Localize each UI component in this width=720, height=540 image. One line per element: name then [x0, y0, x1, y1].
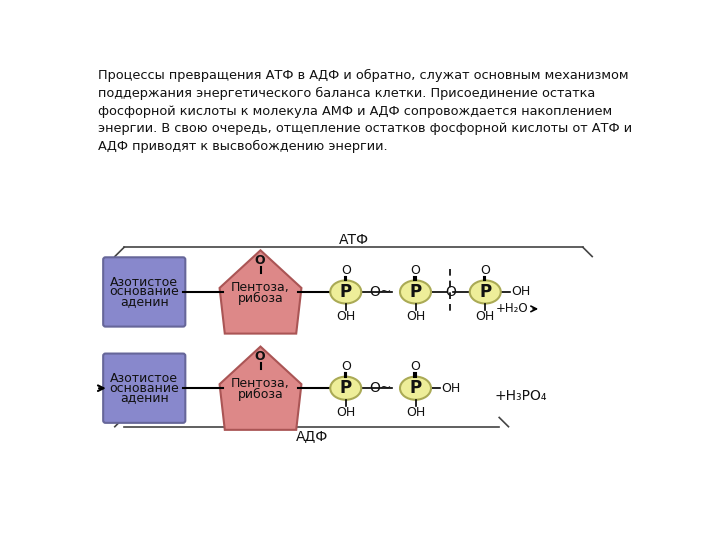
Ellipse shape	[469, 280, 500, 303]
Text: OH: OH	[406, 406, 425, 420]
Text: P: P	[340, 379, 352, 397]
Text: +H₂O: +H₂O	[495, 302, 528, 315]
Text: O: O	[445, 285, 456, 299]
Text: OH: OH	[336, 310, 356, 323]
Text: OH: OH	[476, 310, 495, 323]
Text: основание: основание	[109, 382, 179, 395]
Text: O: O	[254, 350, 265, 363]
Text: P: P	[410, 379, 422, 397]
Polygon shape	[220, 347, 302, 430]
Text: аденин: аденин	[120, 295, 168, 308]
Text: O: O	[410, 360, 420, 373]
Text: АДФ: АДФ	[295, 429, 328, 443]
Text: OH: OH	[406, 310, 425, 323]
Text: O~: O~	[369, 285, 392, 299]
Text: Азотистое: Азотистое	[110, 373, 179, 386]
FancyBboxPatch shape	[103, 354, 185, 423]
Text: O~: O~	[369, 381, 392, 395]
Text: основание: основание	[109, 286, 179, 299]
Text: OH: OH	[511, 286, 531, 299]
Text: P: P	[340, 283, 352, 301]
Text: O: O	[254, 254, 265, 267]
Text: +H₃PO₄: +H₃PO₄	[495, 389, 547, 403]
Text: Пентоза,: Пентоза,	[231, 377, 290, 390]
Text: O: O	[341, 360, 351, 373]
Polygon shape	[220, 251, 302, 334]
Ellipse shape	[400, 280, 431, 303]
Ellipse shape	[400, 377, 431, 400]
Ellipse shape	[330, 280, 361, 303]
Text: Процессы превращения АТФ в АДФ и обратно, служат основным механизмом
поддержания: Процессы превращения АТФ в АДФ и обратно…	[98, 70, 632, 153]
Text: O: O	[341, 264, 351, 277]
Ellipse shape	[330, 377, 361, 400]
Text: OH: OH	[441, 382, 461, 395]
Text: Азотистое: Азотистое	[110, 276, 179, 289]
Text: P: P	[410, 283, 422, 301]
FancyBboxPatch shape	[103, 257, 185, 327]
Text: рибоза: рибоза	[238, 292, 284, 305]
Text: Пентоза,: Пентоза,	[231, 281, 290, 294]
Text: O: O	[410, 264, 420, 277]
Text: рибоза: рибоза	[238, 388, 284, 401]
Text: O: O	[480, 264, 490, 277]
Text: аденин: аденин	[120, 391, 168, 404]
Text: OH: OH	[336, 406, 356, 420]
Text: АТФ: АТФ	[338, 233, 369, 247]
Text: P: P	[480, 283, 491, 301]
